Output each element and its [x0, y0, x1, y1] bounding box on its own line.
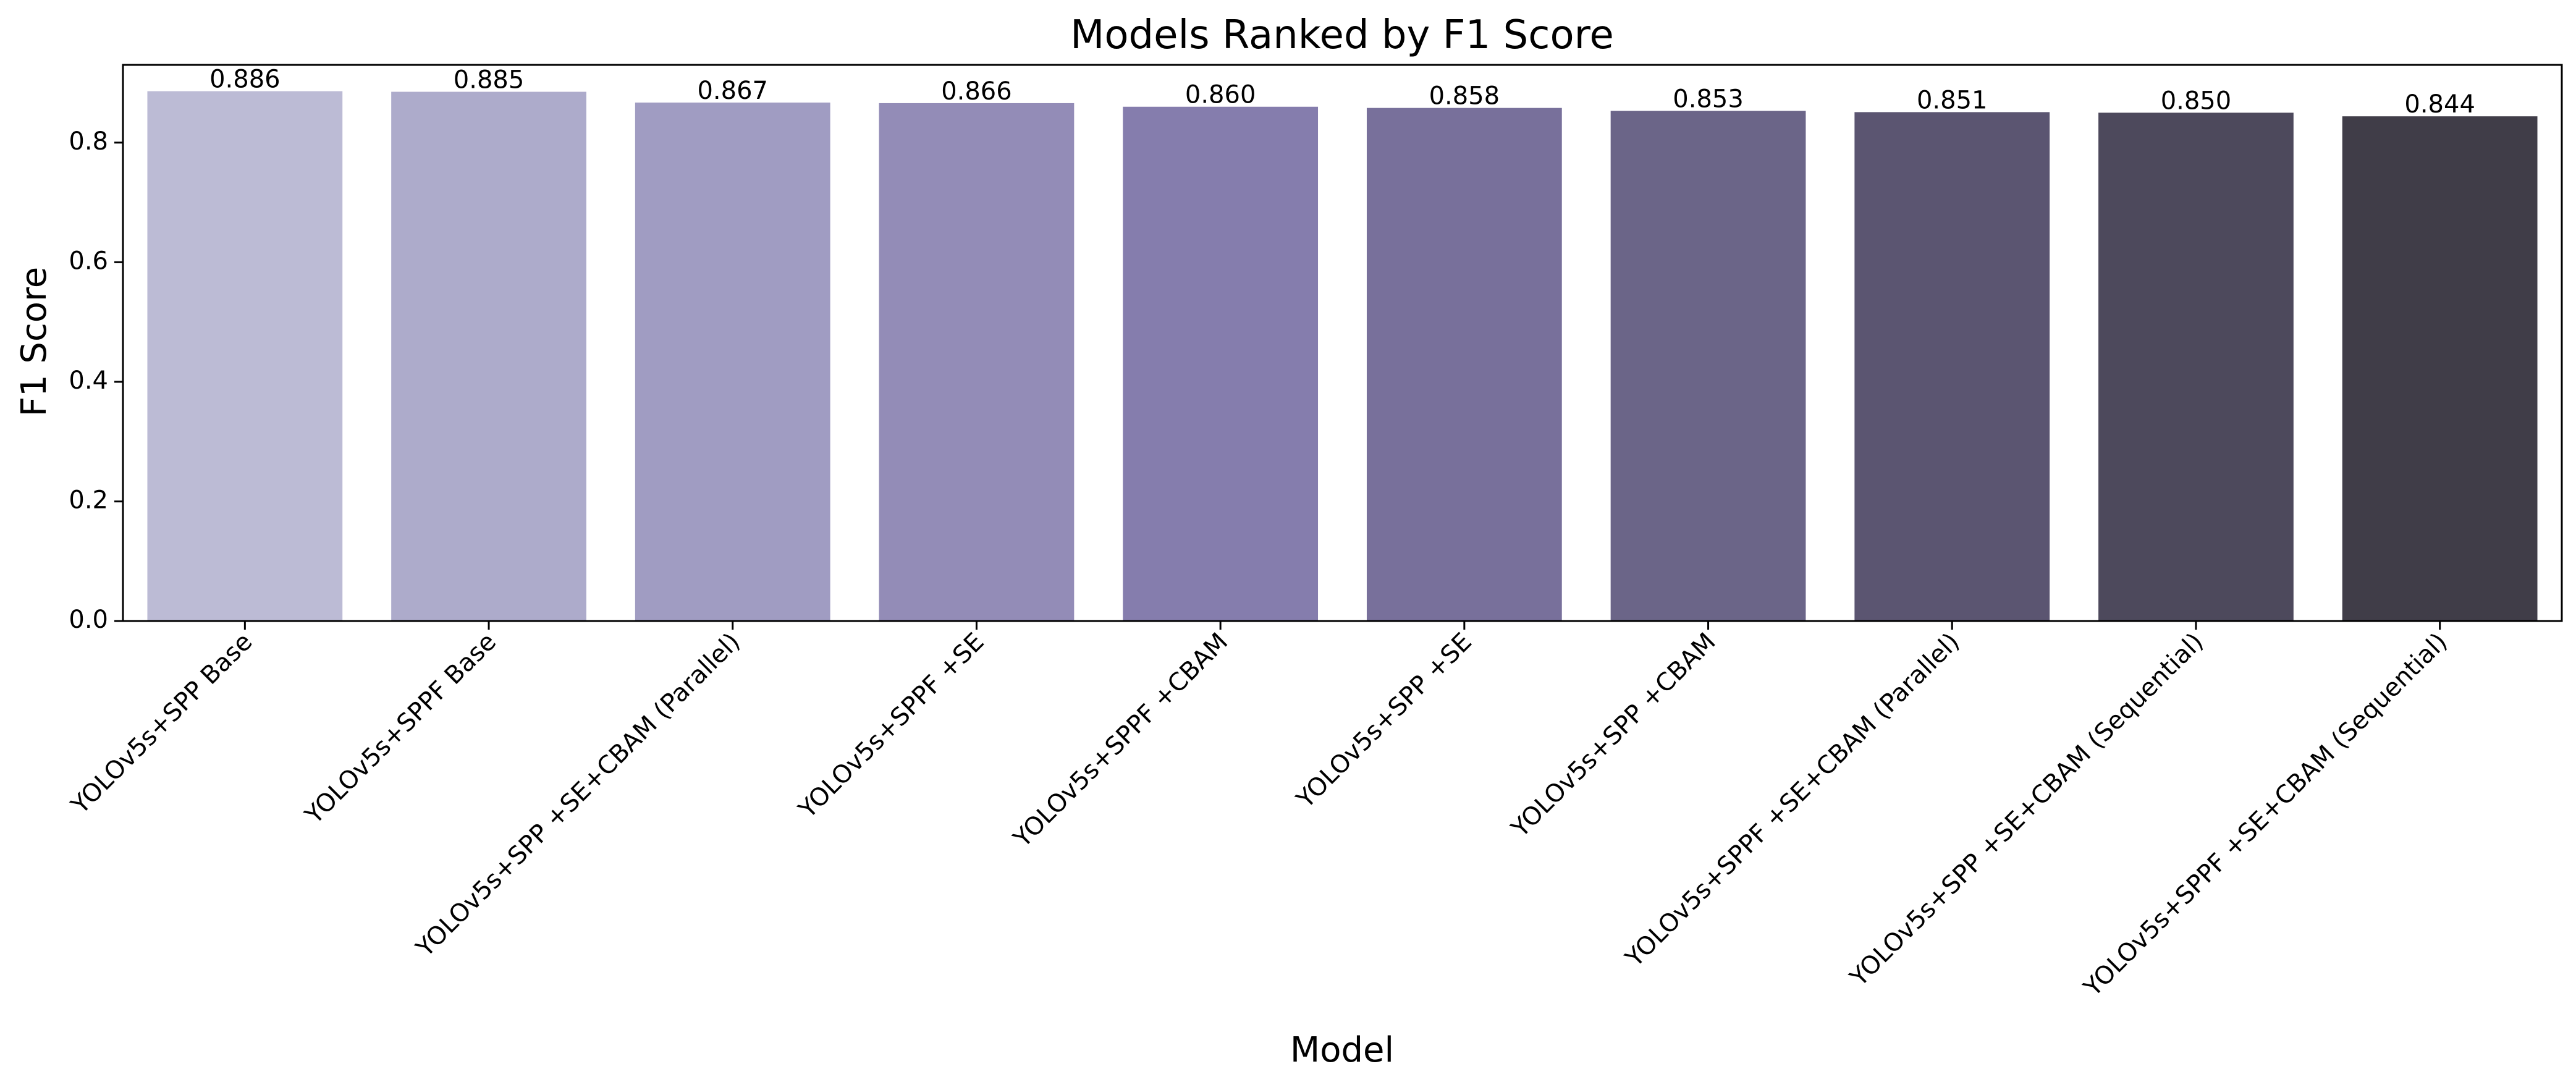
y-axis: 0.0 0.2 0.4 0.6 0.8	[69, 127, 123, 634]
y-tick-label: 0.0	[69, 606, 108, 634]
y-axis-label: F1 Score	[14, 267, 54, 416]
x-tick-label: YOLOv5s+SPPF Base	[300, 628, 502, 830]
chart-title: Models Ranked by F1 Score	[1070, 12, 1614, 58]
bar	[879, 103, 1075, 621]
bar-value-label: 0.866	[941, 77, 1012, 106]
bar	[147, 91, 343, 622]
y-tick-label: 0.4	[69, 366, 108, 395]
y-tick-label: 0.2	[69, 486, 108, 514]
bar-value-label: 0.850	[2161, 87, 2232, 115]
y-tick-label: 0.6	[69, 247, 108, 275]
bar	[391, 91, 586, 621]
x-axis-label: Model	[1290, 1030, 1394, 1070]
value-labels-group: 0.886 0.885 0.867 0.866 0.860 0.858 0.853 0.851…	[209, 65, 2475, 119]
bar-value-label: 0.867	[697, 77, 768, 105]
y-tick-label: 0.8	[69, 127, 108, 156]
bar	[2342, 116, 2538, 621]
x-tick-label: YOLOv5s+SPP +CBAM	[1506, 628, 1721, 843]
x-tick-label: YOLOv5s+SPP +SE	[1291, 628, 1477, 814]
bar-value-label: 0.858	[1429, 82, 1500, 111]
bar-value-label: 0.886	[209, 65, 281, 94]
bars-group	[147, 91, 2538, 622]
bar-value-label: 0.853	[1673, 85, 1744, 114]
bar	[2098, 112, 2294, 621]
bar-value-label: 0.885	[454, 66, 525, 95]
x-axis: YOLOv5s+SPP Base YOLOv5s+SPPF Base YOLOv5s…	[65, 621, 2453, 1002]
x-tick-label: YOLOv5s+SPPF +CBAM	[1008, 628, 1233, 853]
bar	[1366, 108, 1562, 621]
bar	[1123, 106, 1319, 621]
plot-frame	[122, 64, 2563, 622]
x-tick-label: YOLOv5s+SPPF +SE	[793, 628, 989, 824]
bar	[635, 102, 830, 621]
bar	[1610, 111, 1806, 622]
bar	[1854, 112, 2050, 622]
bar-value-label: 0.844	[2404, 90, 2475, 119]
x-tick-label: YOLOv5s+SPP Base	[65, 628, 258, 820]
bar-value-label: 0.851	[1917, 86, 1988, 114]
bar-value-label: 0.860	[1185, 81, 1256, 109]
